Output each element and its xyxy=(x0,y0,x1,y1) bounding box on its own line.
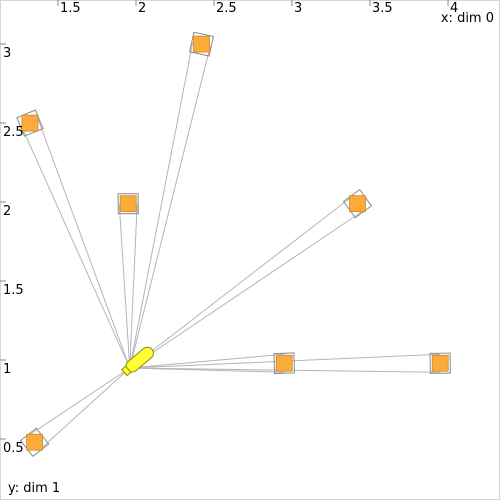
landmark-marker xyxy=(119,195,137,213)
x-tick-label: 2.5 xyxy=(216,1,237,16)
robot-layer xyxy=(121,346,154,377)
sensor-ray xyxy=(129,210,364,369)
x-tick-label: 3 xyxy=(294,1,302,16)
landmark-outline xyxy=(273,352,296,375)
sensor-rays xyxy=(21,42,441,450)
sensor-ray xyxy=(129,45,211,369)
sensor-ray xyxy=(39,367,131,450)
y-tick-label: 3 xyxy=(3,46,11,61)
landmarks xyxy=(16,31,451,457)
landmark-outline xyxy=(188,31,215,57)
sensor-ray xyxy=(37,119,131,369)
x-tick-label: 2 xyxy=(138,1,146,16)
x-tick-label: 3.5 xyxy=(372,1,393,16)
landmark-outline xyxy=(117,193,139,215)
robot-tail xyxy=(121,365,132,377)
landmark-outline xyxy=(16,109,44,137)
landmark-marker xyxy=(349,195,366,213)
landmark-marker xyxy=(193,35,210,53)
x-axis-title: x: dim 0 xyxy=(441,11,494,26)
sensor-ray xyxy=(129,195,353,369)
y-axis-ticks: 0.5 1 1.5 2 2.5 3 xyxy=(0,43,24,456)
y-tick-label: 1.5 xyxy=(3,283,24,298)
sensor-ray xyxy=(28,367,131,436)
x-axis-ticks: 1.5 2 2.5 3 3.5 4 xyxy=(57,0,458,16)
sensor-ray xyxy=(21,126,131,369)
landmark-marker xyxy=(431,354,449,372)
y-axis-title: y: dim 1 xyxy=(8,481,60,496)
landmark-marker xyxy=(275,354,293,372)
x-tick-label: 1.5 xyxy=(60,1,81,16)
y-tick-label: 1 xyxy=(3,362,11,377)
sensor-ray xyxy=(129,203,138,369)
landmark-marker xyxy=(26,433,44,451)
y-tick-label: 2.5 xyxy=(3,125,24,140)
y-tick-label: 0.5 xyxy=(3,441,24,456)
y-tick-label: 2 xyxy=(3,204,11,219)
sensor-ray xyxy=(129,42,194,369)
sensor-ray xyxy=(129,353,284,369)
landmark-outline xyxy=(429,352,451,374)
landmark-marker xyxy=(21,114,39,132)
robot xyxy=(121,346,154,377)
x-tick-label: 4 xyxy=(450,1,458,16)
sensor-ray xyxy=(118,203,131,369)
